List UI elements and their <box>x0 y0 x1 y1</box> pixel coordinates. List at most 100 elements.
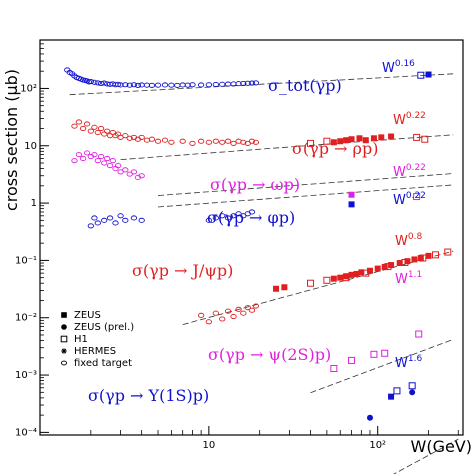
fixed-target-point <box>122 82 129 88</box>
fixed-target-point <box>94 80 101 86</box>
zeus-point <box>362 137 369 144</box>
fixed-target-point <box>248 138 256 144</box>
fixed-target-point <box>94 220 101 226</box>
zeus-point <box>404 258 411 265</box>
h1-point <box>408 382 416 390</box>
series-upsilon <box>366 382 416 421</box>
fixed-target-point <box>87 223 94 229</box>
power-label-jpsi: W0.8 <box>395 232 422 249</box>
fixed-target-point <box>97 125 105 132</box>
power-label-rho: W0.22 <box>393 111 426 128</box>
fixed-target-point <box>230 140 237 146</box>
fixed-target-point <box>94 158 101 164</box>
fixed-target-point <box>138 173 145 179</box>
zeus-point <box>425 71 432 78</box>
fixed-target-point <box>252 139 260 145</box>
fixed-target-point <box>154 138 162 144</box>
legend-label: ZEUS <box>74 310 101 321</box>
y-tick-label: 10⁻¹ <box>15 255 37 266</box>
fixed-target-point <box>122 133 129 139</box>
fixed-target-point <box>130 169 138 175</box>
zeus-point <box>356 135 363 142</box>
fixed-target-point <box>134 82 142 88</box>
h1-point <box>417 71 425 79</box>
fixed-target-point <box>161 82 169 88</box>
zeus-prel-point <box>409 389 416 396</box>
fixed-target-point <box>83 150 91 156</box>
zeus-point <box>330 275 337 282</box>
power-label-phi: W0.22 <box>393 191 426 208</box>
legend-label: HERMES <box>74 346 116 357</box>
fixed-target-point <box>91 124 98 130</box>
fixed-target-point <box>197 138 205 144</box>
fit-line-phi <box>157 184 454 208</box>
fixed-target-point <box>219 139 226 145</box>
zeus-point <box>417 255 424 262</box>
fixed-target-point <box>212 215 219 221</box>
legend-marker <box>61 360 67 366</box>
zeus-prel-point <box>366 414 373 421</box>
power-label-total: W0.16 <box>382 59 415 76</box>
h1-point <box>307 139 315 147</box>
zeus-point <box>337 138 344 145</box>
fixed-target-point <box>91 215 98 221</box>
h1-point <box>370 350 378 358</box>
annotation-phi: σ(γp → φp) <box>207 208 295 227</box>
h1-point <box>381 349 389 357</box>
fixed-target-point <box>109 158 116 164</box>
fixed-target-point <box>205 139 213 145</box>
fixed-target-point <box>161 137 169 143</box>
y-tick-label: 10⁻² <box>15 313 37 324</box>
fixed-target-point <box>114 163 122 169</box>
zeus-point <box>281 284 288 291</box>
fixed-target-point <box>104 155 111 162</box>
annotation-upsilon: σ(γp → Υ(1S)p) <box>88 386 209 405</box>
y-axis-label: cross section (µb) <box>2 69 21 211</box>
fixed-target-point <box>94 130 101 136</box>
fixed-target-point <box>71 158 78 164</box>
zeus-point <box>337 274 344 281</box>
h1-point <box>413 193 421 201</box>
zeus-point <box>388 393 395 400</box>
plot-frame <box>39 39 464 436</box>
x-axis-label: W(GeV) <box>411 437 473 456</box>
annotation-omega: σ(γp → ωp) <box>210 175 300 194</box>
fixed-target-point <box>212 310 219 316</box>
legend-marker <box>61 312 67 318</box>
fixed-target-point <box>101 217 108 223</box>
fixed-target-point <box>117 213 124 219</box>
fixed-target-point <box>224 215 232 221</box>
fixed-target-point <box>106 215 114 221</box>
zeus-point <box>370 135 377 142</box>
h1-point <box>330 365 338 373</box>
zeus-point <box>388 133 395 140</box>
y-tick-label: 1 <box>31 198 37 209</box>
series-psi2s <box>330 330 423 373</box>
fixed-target-point <box>197 312 205 318</box>
fixed-target-point <box>122 167 129 173</box>
series-omega <box>71 150 421 201</box>
fixed-target-point <box>219 81 226 87</box>
series-jpsi <box>197 248 452 325</box>
series-total <box>64 67 432 88</box>
zeus-point <box>348 191 355 198</box>
annotation-rho: σ(γp → ρp) <box>292 139 378 158</box>
fit-lines <box>69 73 459 474</box>
fixed-target-point <box>83 121 91 127</box>
legend-marker <box>60 335 68 343</box>
fixed-target-point <box>205 82 213 88</box>
h1-point <box>421 135 429 143</box>
fixed-target-point <box>224 308 232 314</box>
fit-line-omega <box>157 173 454 196</box>
fixed-target-point <box>148 136 156 142</box>
fixed-target-point <box>101 160 108 166</box>
fixed-target-point <box>87 78 94 85</box>
fixed-target-point <box>168 82 175 88</box>
fixed-target-point <box>205 217 213 223</box>
zeus-point <box>388 262 395 269</box>
axes: 10² 10 1 10⁻¹ 10⁻² 10⁻³ 10⁻⁴ 10 10² <box>15 39 459 451</box>
h1-point <box>413 133 421 141</box>
h1-point <box>323 276 331 284</box>
